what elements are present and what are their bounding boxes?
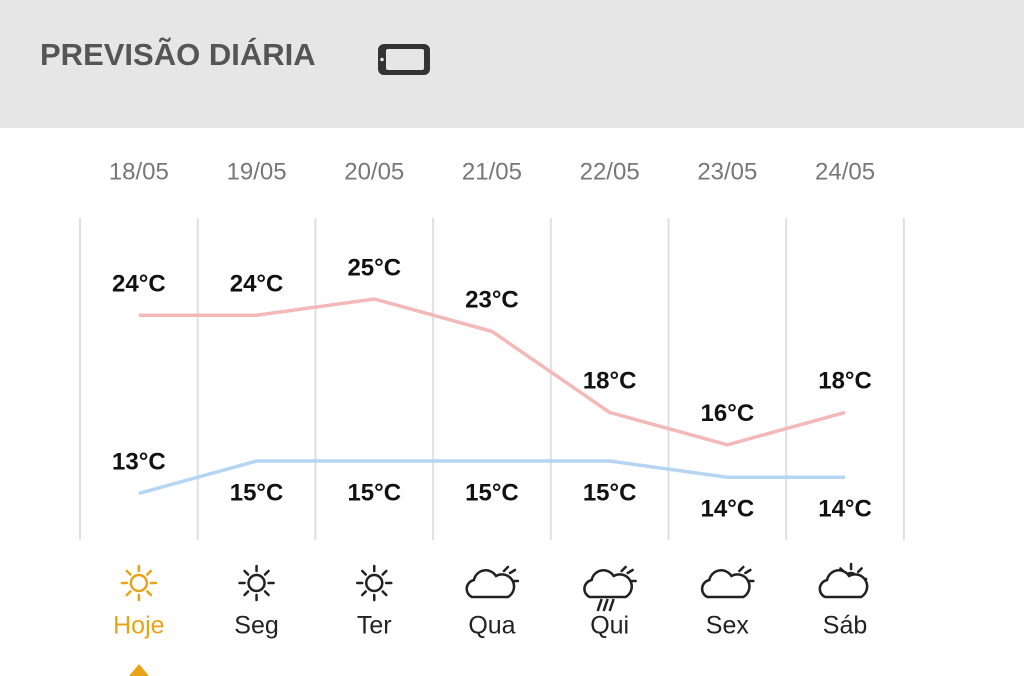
day-label: Seg: [234, 612, 278, 640]
rain-drop: [596, 598, 603, 612]
day-label: Sáb: [823, 612, 867, 640]
sun: [247, 573, 266, 593]
temperature-label: 24°C: [230, 271, 284, 298]
sun-ray: [263, 569, 270, 576]
sun-ray: [125, 590, 132, 597]
cloud: [583, 569, 633, 599]
sun-ray: [381, 569, 388, 576]
date-label: 23/05: [697, 158, 757, 185]
temperature-label: 15°C: [465, 479, 519, 506]
date-label: 20/05: [344, 158, 404, 185]
sun: [365, 573, 384, 593]
sun-ray: [263, 590, 270, 597]
temperature-label: 23°C: [465, 287, 519, 314]
temperature-label: 25°C: [347, 254, 401, 281]
day-label: Sex: [706, 612, 750, 640]
temperature-label: 18°C: [583, 368, 637, 395]
sun-ray: [856, 567, 863, 574]
rain-drop: [602, 598, 609, 612]
temperature-line: [138, 459, 846, 496]
sun: [129, 573, 149, 593]
date-label: 18/05: [109, 158, 169, 185]
cloud: [818, 569, 869, 599]
sun-ray: [381, 590, 388, 597]
sun-ray: [125, 569, 132, 576]
header-bar: [0, 0, 1024, 128]
temperature-label: 14°C: [818, 496, 872, 523]
sun-ray: [243, 569, 250, 576]
selected-indicator: [129, 664, 149, 676]
day-label: Qui: [590, 612, 629, 640]
header-title: PREVISÃO DIÁRIA: [40, 37, 316, 72]
sun-ray: [146, 569, 153, 576]
temperature-label: 16°C: [701, 400, 755, 427]
temperature-line: [138, 297, 846, 447]
weather-icon: [356, 564, 393, 602]
temperature-label: 13°C: [112, 449, 166, 476]
day-label: Hoje: [113, 612, 164, 640]
sun-ray: [360, 590, 368, 597]
date-label: 21/05: [462, 158, 522, 185]
weather-icon: [700, 565, 755, 599]
temperature-label: 15°C: [583, 479, 637, 506]
temperature-label: 18°C: [818, 368, 872, 395]
day-label: Ter: [357, 612, 392, 640]
sun-ray: [360, 569, 368, 576]
weather-icon: [818, 562, 869, 599]
date-label: 22/05: [580, 158, 640, 185]
cloud: [465, 569, 516, 599]
rain-drop: [608, 598, 615, 612]
sun-ray: [146, 590, 153, 597]
temperature-label: 24°C: [112, 271, 166, 298]
temperature-label: 15°C: [230, 479, 284, 506]
temperature-label: 14°C: [701, 496, 755, 523]
date-label: 24/05: [815, 158, 875, 185]
weather-icon: [583, 565, 637, 612]
weather-icon: [120, 564, 158, 602]
weather-icon: [238, 564, 275, 602]
cloud: [700, 569, 751, 599]
phone-icon[interactable]: [378, 44, 430, 75]
date-label: 19/05: [227, 158, 287, 185]
temperature-label: 15°C: [347, 479, 401, 506]
day-label: Qua: [468, 612, 515, 640]
weather-icon: [465, 565, 520, 599]
sun-ray: [243, 590, 250, 597]
